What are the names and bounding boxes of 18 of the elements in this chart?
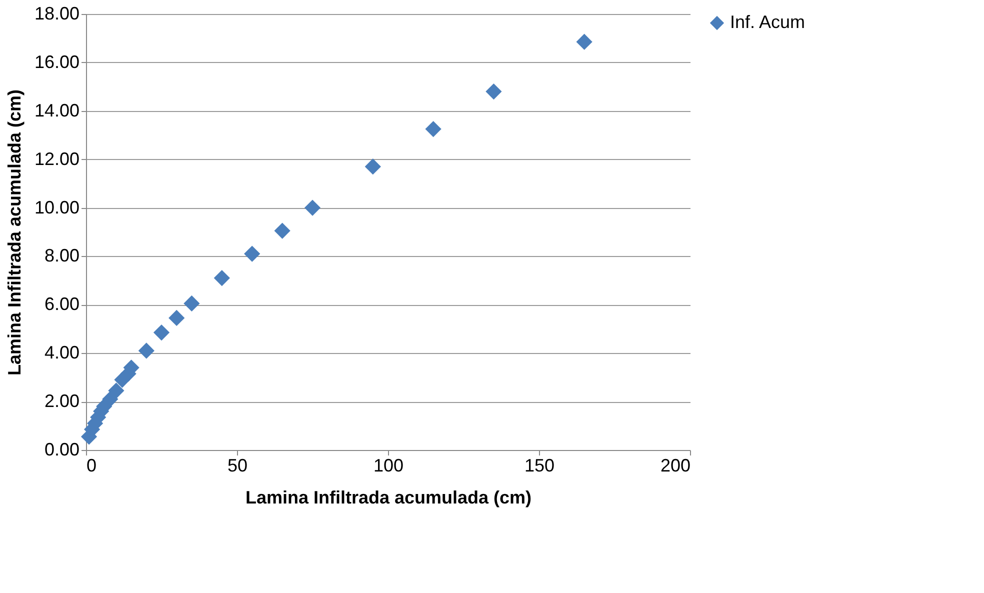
x-tick-label: 150 <box>524 456 555 476</box>
y-tick-label: 8.00 <box>44 246 80 266</box>
y-tick-label: 6.00 <box>44 294 80 314</box>
legend-label: Inf. Acum <box>730 12 806 32</box>
x-tick-label: 200 <box>660 456 690 476</box>
y-tick-label: 16.00 <box>34 52 80 72</box>
y-axis-title: Lamina Infiltrada acumulada (cm) <box>4 89 24 376</box>
y-tick-label: 18.00 <box>34 4 80 24</box>
y-tick-label: 14.00 <box>34 100 80 120</box>
x-axis-title: Lamina Infiltrada acumulada (cm) <box>245 488 532 508</box>
y-tick-label: 10.00 <box>34 197 80 218</box>
y-tick-label: 12.00 <box>34 148 80 169</box>
x-tick-label: 100 <box>373 456 404 476</box>
y-tick-label: 0.00 <box>44 440 80 460</box>
y-tick-label: 4.00 <box>44 342 80 363</box>
x-tick-label: 0 <box>86 456 97 476</box>
y-tick-label: 2.00 <box>44 391 80 412</box>
x-tick-label: 50 <box>227 456 248 476</box>
